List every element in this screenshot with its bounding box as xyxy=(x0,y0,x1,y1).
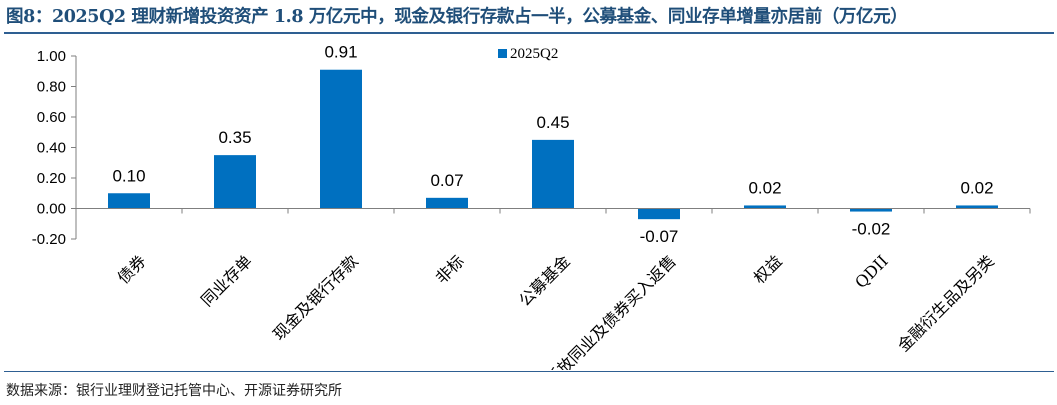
data-label: 0.10 xyxy=(112,166,145,185)
bar xyxy=(956,205,998,209)
y-tick-label: 0.40 xyxy=(37,140,66,157)
y-tick-label: 0.00 xyxy=(37,201,66,218)
bar xyxy=(320,69,362,209)
data-label: 0.45 xyxy=(536,113,569,132)
category-label: 同业存单 xyxy=(197,251,256,310)
y-axis: -0.20 0.00 0.20 0.40 0.60 0.80 1.00 xyxy=(32,48,77,248)
data-label: -0.07 xyxy=(640,227,679,246)
legend-label: 2025Q2 xyxy=(510,46,558,62)
category-label: 公募基金 xyxy=(515,251,574,310)
data-labels: 0.10 0.35 0.91 0.07 0.45 -0.07 0.02 -0.02 0.02 xyxy=(112,43,993,246)
y-tick-label: 1.00 xyxy=(37,48,66,65)
bar xyxy=(108,193,150,209)
data-label: 0.35 xyxy=(218,128,251,147)
source-divider xyxy=(4,371,1054,372)
bar-chart: -0.200.000.200.400.600.801.00 0.100.350.… xyxy=(32,43,1031,370)
data-label: 0.91 xyxy=(324,43,357,62)
bar xyxy=(744,205,786,209)
category-label: QDII xyxy=(851,251,892,292)
category-label: 债券 xyxy=(114,251,150,287)
y-tick-label: 0.60 xyxy=(37,109,66,126)
category-label: 金融衍生品及另类 xyxy=(894,251,998,355)
y-tick-label: 0.20 xyxy=(37,170,66,187)
category-label: 非标 xyxy=(432,251,468,287)
bar-series xyxy=(108,69,998,220)
title-divider xyxy=(4,32,1054,34)
data-label: -0.02 xyxy=(852,220,891,239)
category-label: 现金及银行存款 xyxy=(269,251,362,344)
legend-swatch xyxy=(498,49,507,58)
bar xyxy=(426,197,468,209)
bar xyxy=(850,208,892,212)
bar xyxy=(214,155,256,209)
bar xyxy=(638,208,680,220)
category-label: 权益 xyxy=(750,251,786,287)
data-label: 0.02 xyxy=(748,178,781,197)
y-tick-label: -0.20 xyxy=(32,231,66,248)
figure-title: 图8：2025Q2 理财新增投资资产 1.8 万亿元中，现金及银行存款占一半，公… xyxy=(6,7,908,27)
source-note: 数据来源：银行业理财登记托管中心、开源证券研究所 xyxy=(6,383,342,399)
legend: 2025Q2 xyxy=(498,46,558,62)
data-label: 0.07 xyxy=(430,171,463,190)
y-tick-label: 0.80 xyxy=(37,79,66,96)
data-label: 0.02 xyxy=(960,178,993,197)
bar xyxy=(532,139,574,209)
x-axis xyxy=(75,208,1031,214)
